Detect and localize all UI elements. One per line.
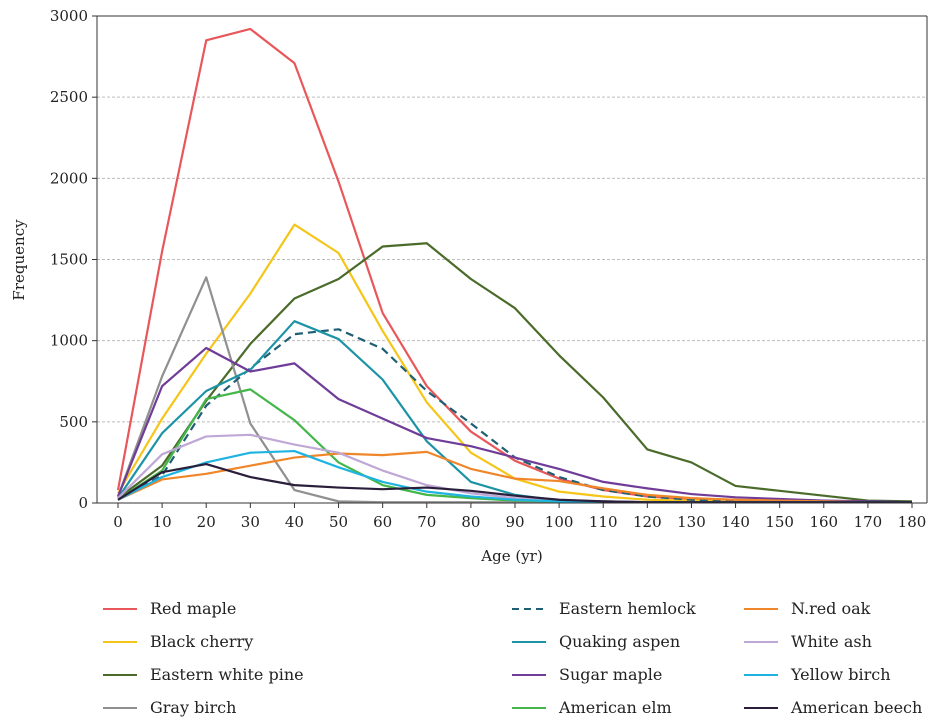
x-tick-label: 180 [898,513,927,531]
series-line-quaking-aspen [117,320,912,504]
x-tick-label: 170 [854,513,883,531]
y-axis-label: Frequency [10,219,28,301]
x-ticks: 0 10 20 30 40 50 60 70 80 90 100 110 120 130 140 150 160… [113,503,926,531]
x-tick-label: 160 [809,513,838,531]
series-line-american-beech [117,462,912,504]
x-tick-label: 150 [765,513,794,531]
series-lines [116,27,913,504]
series-line-american-elm [117,388,912,504]
x-tick-label: 10 [153,513,172,531]
legend-label: Gray birch [150,698,236,717]
y-tick-label: 0 [78,494,88,512]
legend-label: White ash [791,632,872,651]
y-tick-label: 2000 [50,169,88,187]
y-ticks: 0 500 1000 1500 2000 2500 3000 [50,7,97,512]
x-tick-label: 80 [461,513,480,531]
x-tick-label: 130 [677,513,706,531]
y-tick-label: 3000 [50,7,88,25]
y-tick-label: 500 [59,413,88,431]
legend-label: Red maple [150,599,236,618]
legend-label: American beech [790,698,922,717]
series-line-n-red-oak [117,450,912,504]
x-tick-label: 100 [545,513,574,531]
x-axis-label: Age (yr) [480,547,542,565]
x-tick-label: 140 [721,513,750,531]
y-tick-label: 1500 [50,251,88,269]
legend-label: Black cherry [150,632,253,651]
y-tick-label: 2500 [50,88,88,106]
legend-label: N.red oak [791,599,871,618]
x-tick-label: 70 [417,513,436,531]
x-tick-label: 60 [373,513,392,531]
legend: Red maple Black cherry Eastern white pine G… [103,599,922,717]
x-tick-label: 0 [113,513,123,531]
legend-label: Quaking aspen [559,632,680,651]
series-line-red-maple [116,27,912,504]
legend-label: American elm [558,698,672,717]
legend-label: Sugar maple [559,665,662,684]
series-line-sugar-maple [116,346,913,504]
gridlines [97,96,927,423]
x-tick-label: 30 [241,513,260,531]
x-tick-label: 50 [329,513,348,531]
y-tick-label: 1000 [50,332,88,350]
x-tick-label: 110 [589,513,618,531]
legend-label: Eastern hemlock [559,599,696,618]
series-line-eastern-hemlock [117,328,912,504]
legend-label: Yellow birch [790,665,891,684]
legend-label: Eastern white pine [150,665,304,684]
x-tick-label: 120 [633,513,662,531]
x-tick-label: 20 [197,513,216,531]
x-tick-label: 90 [505,513,524,531]
x-tick-label: 40 [285,513,304,531]
series-line-eastern-white-pine [117,242,913,503]
